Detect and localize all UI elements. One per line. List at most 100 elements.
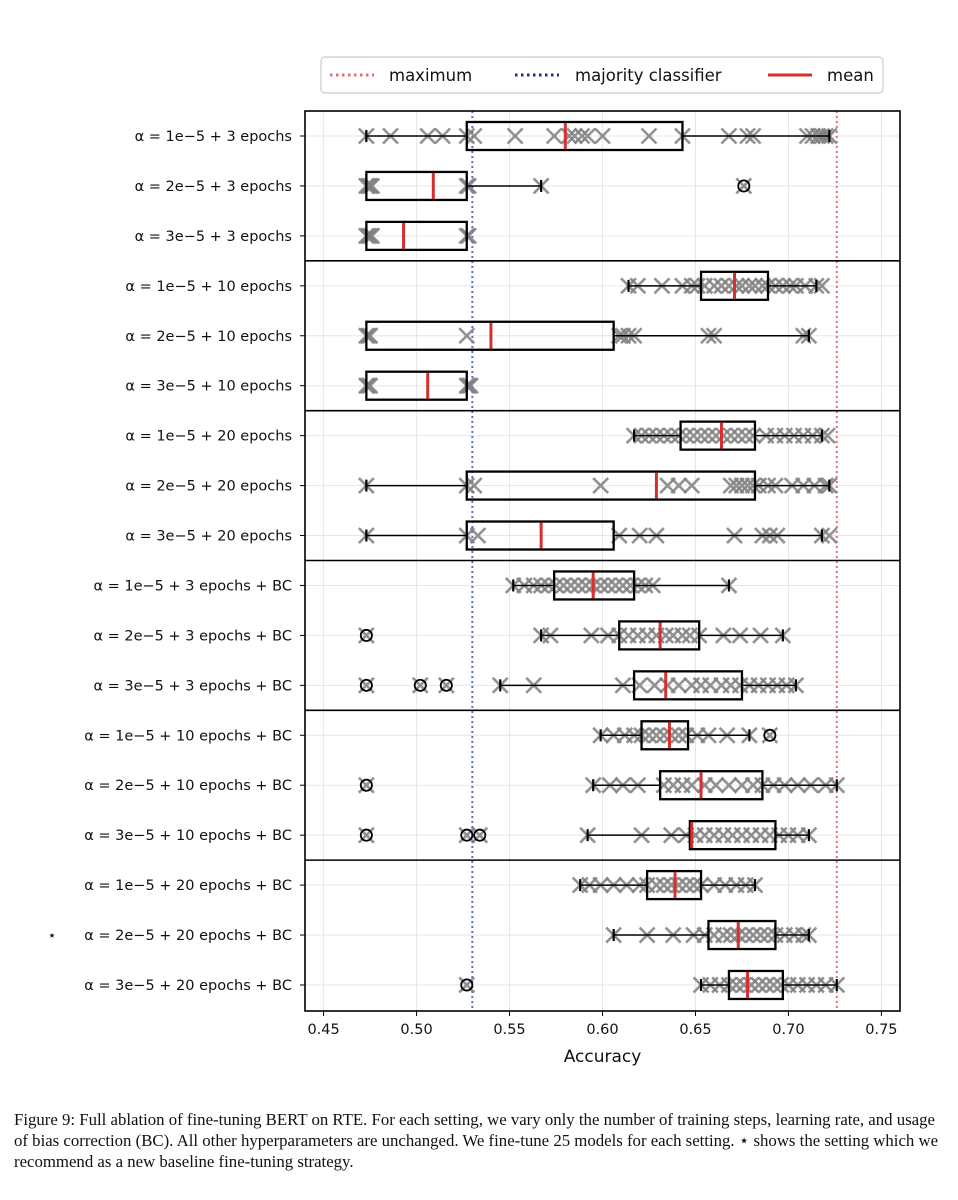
outlier-circle (359, 828, 373, 842)
ytick-label: α = 2e−5 + 3 epochs (135, 179, 292, 195)
data-point-marker (458, 976, 476, 994)
ytick-label: α = 1e−5 + 3 epochs + BC (93, 578, 292, 594)
box-row: α = 1e−5 + 3 epochs (135, 120, 838, 152)
outlier-circle (460, 828, 474, 842)
ytick-label: α = 1e−5 + 3 epochs (135, 129, 292, 145)
xtick-label: 0.75 (865, 1022, 897, 1038)
data-point-marker (359, 227, 377, 245)
data-point-marker (357, 676, 375, 694)
data-point-marker (746, 277, 764, 295)
data-point-marker (545, 127, 563, 145)
box (365, 370, 468, 401)
box-row: α = 3e−5 + 3 epochs + BC (93, 670, 805, 701)
data-point-marker (577, 577, 595, 594)
box (365, 320, 615, 351)
ytick-label: α = 2e−5 + 10 epochs + BC (84, 778, 292, 794)
ytick-label: α = 1e−5 + 10 epochs (125, 279, 292, 295)
legend-box (320, 56, 884, 94)
box (465, 520, 615, 551)
data-point-marker (599, 577, 617, 594)
data-point-marker (437, 676, 455, 694)
data-point-marker (820, 527, 838, 544)
data-point-marker (744, 427, 762, 445)
outlier-circle (439, 678, 453, 692)
data-point-marker (729, 427, 747, 445)
box (679, 420, 757, 451)
data-point-marker (727, 976, 745, 994)
data-point-marker (640, 726, 658, 744)
box-row: α = 2e−5 + 10 epochs + BC (84, 770, 846, 801)
data-point-marker (579, 127, 597, 145)
box-row: α = 1e−5 + 10 epochs (125, 270, 831, 301)
data-point-marker (737, 926, 755, 944)
data-point-marker (759, 926, 777, 944)
box (465, 120, 684, 152)
data-point-marker (648, 726, 665, 744)
box-row: α = 3e−5 + 3 epochs (135, 220, 478, 252)
data-point-marker (361, 327, 379, 345)
data-point-marker (357, 776, 375, 794)
outlier-circle (413, 678, 427, 692)
box-row: α = 3e−5 + 20 epochs + BC (84, 969, 846, 1001)
data-point-marker (670, 726, 688, 744)
data-point-marker (621, 577, 639, 594)
box (699, 270, 770, 301)
xtick-label: 0.55 (493, 1022, 525, 1038)
data-point-marker (692, 427, 710, 445)
box-row: α = 1e−5 + 10 epochs + BC (84, 720, 779, 751)
box (618, 620, 701, 651)
data-point-marker (359, 377, 377, 395)
box (640, 720, 690, 751)
data-point-marker (361, 377, 379, 395)
data-point-marker (670, 676, 688, 694)
data-point-marker (573, 127, 591, 145)
outlier-circle (359, 628, 373, 642)
xtick-label: 0.50 (400, 1022, 432, 1038)
data-point-marker (685, 876, 703, 894)
box-row: α = 2e−5 + 20 epochs + BC ⋆ (47, 919, 818, 951)
box-row: α = 2e−5 + 10 epochs (125, 320, 818, 351)
data-point-marker (547, 577, 565, 594)
box-row: α = 3e−5 + 10 epochs + BC (84, 820, 818, 851)
data-point-marker (361, 177, 379, 195)
data-point-marker (683, 776, 701, 794)
legend-label: majority classifier (575, 66, 722, 85)
data-point-marker (555, 577, 572, 594)
x-axis-label: Accuracy (564, 1047, 642, 1067)
data-point-marker (614, 577, 632, 594)
box-row: α = 2e−5 + 20 epochs (125, 470, 838, 501)
outlier-circle (460, 978, 474, 992)
data-point-marker (740, 277, 758, 295)
outlier-circle (737, 179, 751, 193)
data-point-marker (458, 826, 476, 844)
box-row: α = 3e−5 + 10 epochs (125, 370, 479, 401)
data-point-marker (737, 427, 755, 445)
box (727, 969, 785, 1001)
ytick-label: α = 2e−5 + 20 epochs (125, 479, 292, 495)
data-point-marker (722, 427, 740, 445)
ytick-label: α = 1e−5 + 20 epochs + BC (84, 878, 292, 894)
data-point-marker (460, 377, 478, 395)
xtick-label: 0.70 (772, 1022, 804, 1038)
recommended-star: ⋆ (47, 928, 56, 944)
box (553, 570, 636, 601)
data-point-marker (685, 427, 703, 445)
data-point-marker (720, 776, 738, 794)
data-point-marker (757, 976, 775, 994)
data-point-marker (566, 127, 584, 145)
data-point-marker (465, 127, 483, 145)
data-point-marker (765, 976, 782, 994)
ytick-label: α = 3e−5 + 20 epochs (125, 529, 292, 545)
ytick-label: α = 3e−5 + 10 epochs (125, 379, 292, 395)
box-row: α = 1e−5 + 20 epochs (125, 420, 836, 451)
ytick-label: α = 3e−5 + 10 epochs + BC (84, 828, 292, 844)
ytick-label: α = 1e−5 + 20 epochs (125, 429, 292, 445)
data-point-marker (357, 826, 375, 844)
box-row: α = 2e−5 + 3 epochs (135, 170, 753, 202)
data-point-marker (506, 127, 524, 145)
outlier-circle (359, 678, 373, 692)
box-row: α = 2e−5 + 3 epochs + BC (93, 620, 792, 651)
box (645, 869, 703, 901)
data-point-marker (646, 676, 663, 694)
data-point-marker (640, 127, 658, 145)
